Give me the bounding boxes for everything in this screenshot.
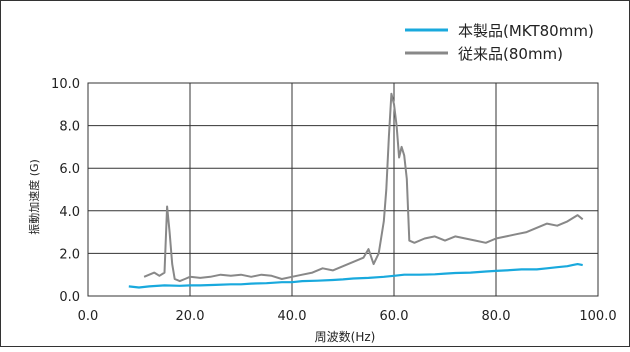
legend: 本製品(MKT80mm) 従来品(80mm): [405, 22, 594, 63]
y-tick-label: 6.0: [59, 162, 80, 177]
gridlines: [88, 83, 598, 296]
y-tick-label: 2.0: [59, 247, 80, 262]
plot-border: [87, 82, 599, 297]
y-tick-labels: 0.0 2.0 4.0 6.0 8.0 10.0: [51, 77, 80, 305]
x-tick-label: 0.0: [78, 309, 99, 324]
y-tick-label: 8.0: [59, 120, 80, 135]
x-tick-label: 40.0: [278, 309, 307, 324]
series-lines: [128, 92, 584, 289]
legend-label-1: 本製品(MKT80mm): [458, 22, 594, 40]
legend-label-2: 従来品(80mm): [458, 45, 563, 63]
x-axis-label: 周波数(Hz): [315, 329, 376, 344]
y-tick-label: 0.0: [59, 290, 80, 305]
series-line-1: [128, 263, 583, 289]
x-tick-labels: 0.0 20.0 40.0 60.0 80.0 100.0: [78, 309, 617, 324]
x-tick-label: 20.0: [176, 309, 205, 324]
series-line-2: [143, 92, 584, 283]
y-tick-label: 4.0: [59, 205, 80, 220]
x-tick-label: 100.0: [579, 309, 616, 324]
x-tick-label: 60.0: [380, 309, 409, 324]
x-tick-label: 80.0: [482, 309, 511, 324]
y-axis-label: 振動加速度 (G): [27, 159, 41, 235]
plot-area: [87, 82, 599, 297]
y-tick-label: 10.0: [51, 77, 80, 92]
